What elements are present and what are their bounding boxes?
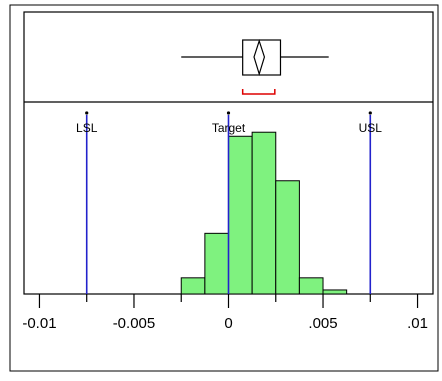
shortest-half-bracket	[241, 89, 276, 95]
x-tick-label-4: .01	[407, 315, 428, 332]
histogram-bar-6	[322, 289, 348, 295]
histogram-bar-0	[180, 277, 206, 295]
histogram-bar-5	[298, 277, 324, 295]
histogram-bar-1	[204, 232, 230, 295]
x-tick-label-1: -0.005	[113, 315, 156, 332]
histogram-bar-2	[228, 135, 253, 295]
x-tick-label-2: 0	[224, 315, 232, 332]
spec-dot-target	[226, 111, 231, 115]
box-mean-diamond	[253, 39, 266, 77]
spec-label-lsl: LSL	[76, 121, 98, 135]
spec-dot-lsl	[85, 111, 89, 115]
spec-label-target: Target	[212, 121, 246, 135]
box-quartiles	[242, 39, 282, 76]
histogram-bar-4	[275, 180, 300, 295]
histogram-bar-3	[251, 131, 277, 295]
spec-label-usl: USL	[359, 121, 383, 135]
outer-frame	[9, 4, 439, 372]
x-tick-label-0: -0.01	[22, 315, 56, 332]
spec-dot-usl	[368, 111, 372, 115]
x-tick-label-3: .005	[308, 315, 337, 332]
